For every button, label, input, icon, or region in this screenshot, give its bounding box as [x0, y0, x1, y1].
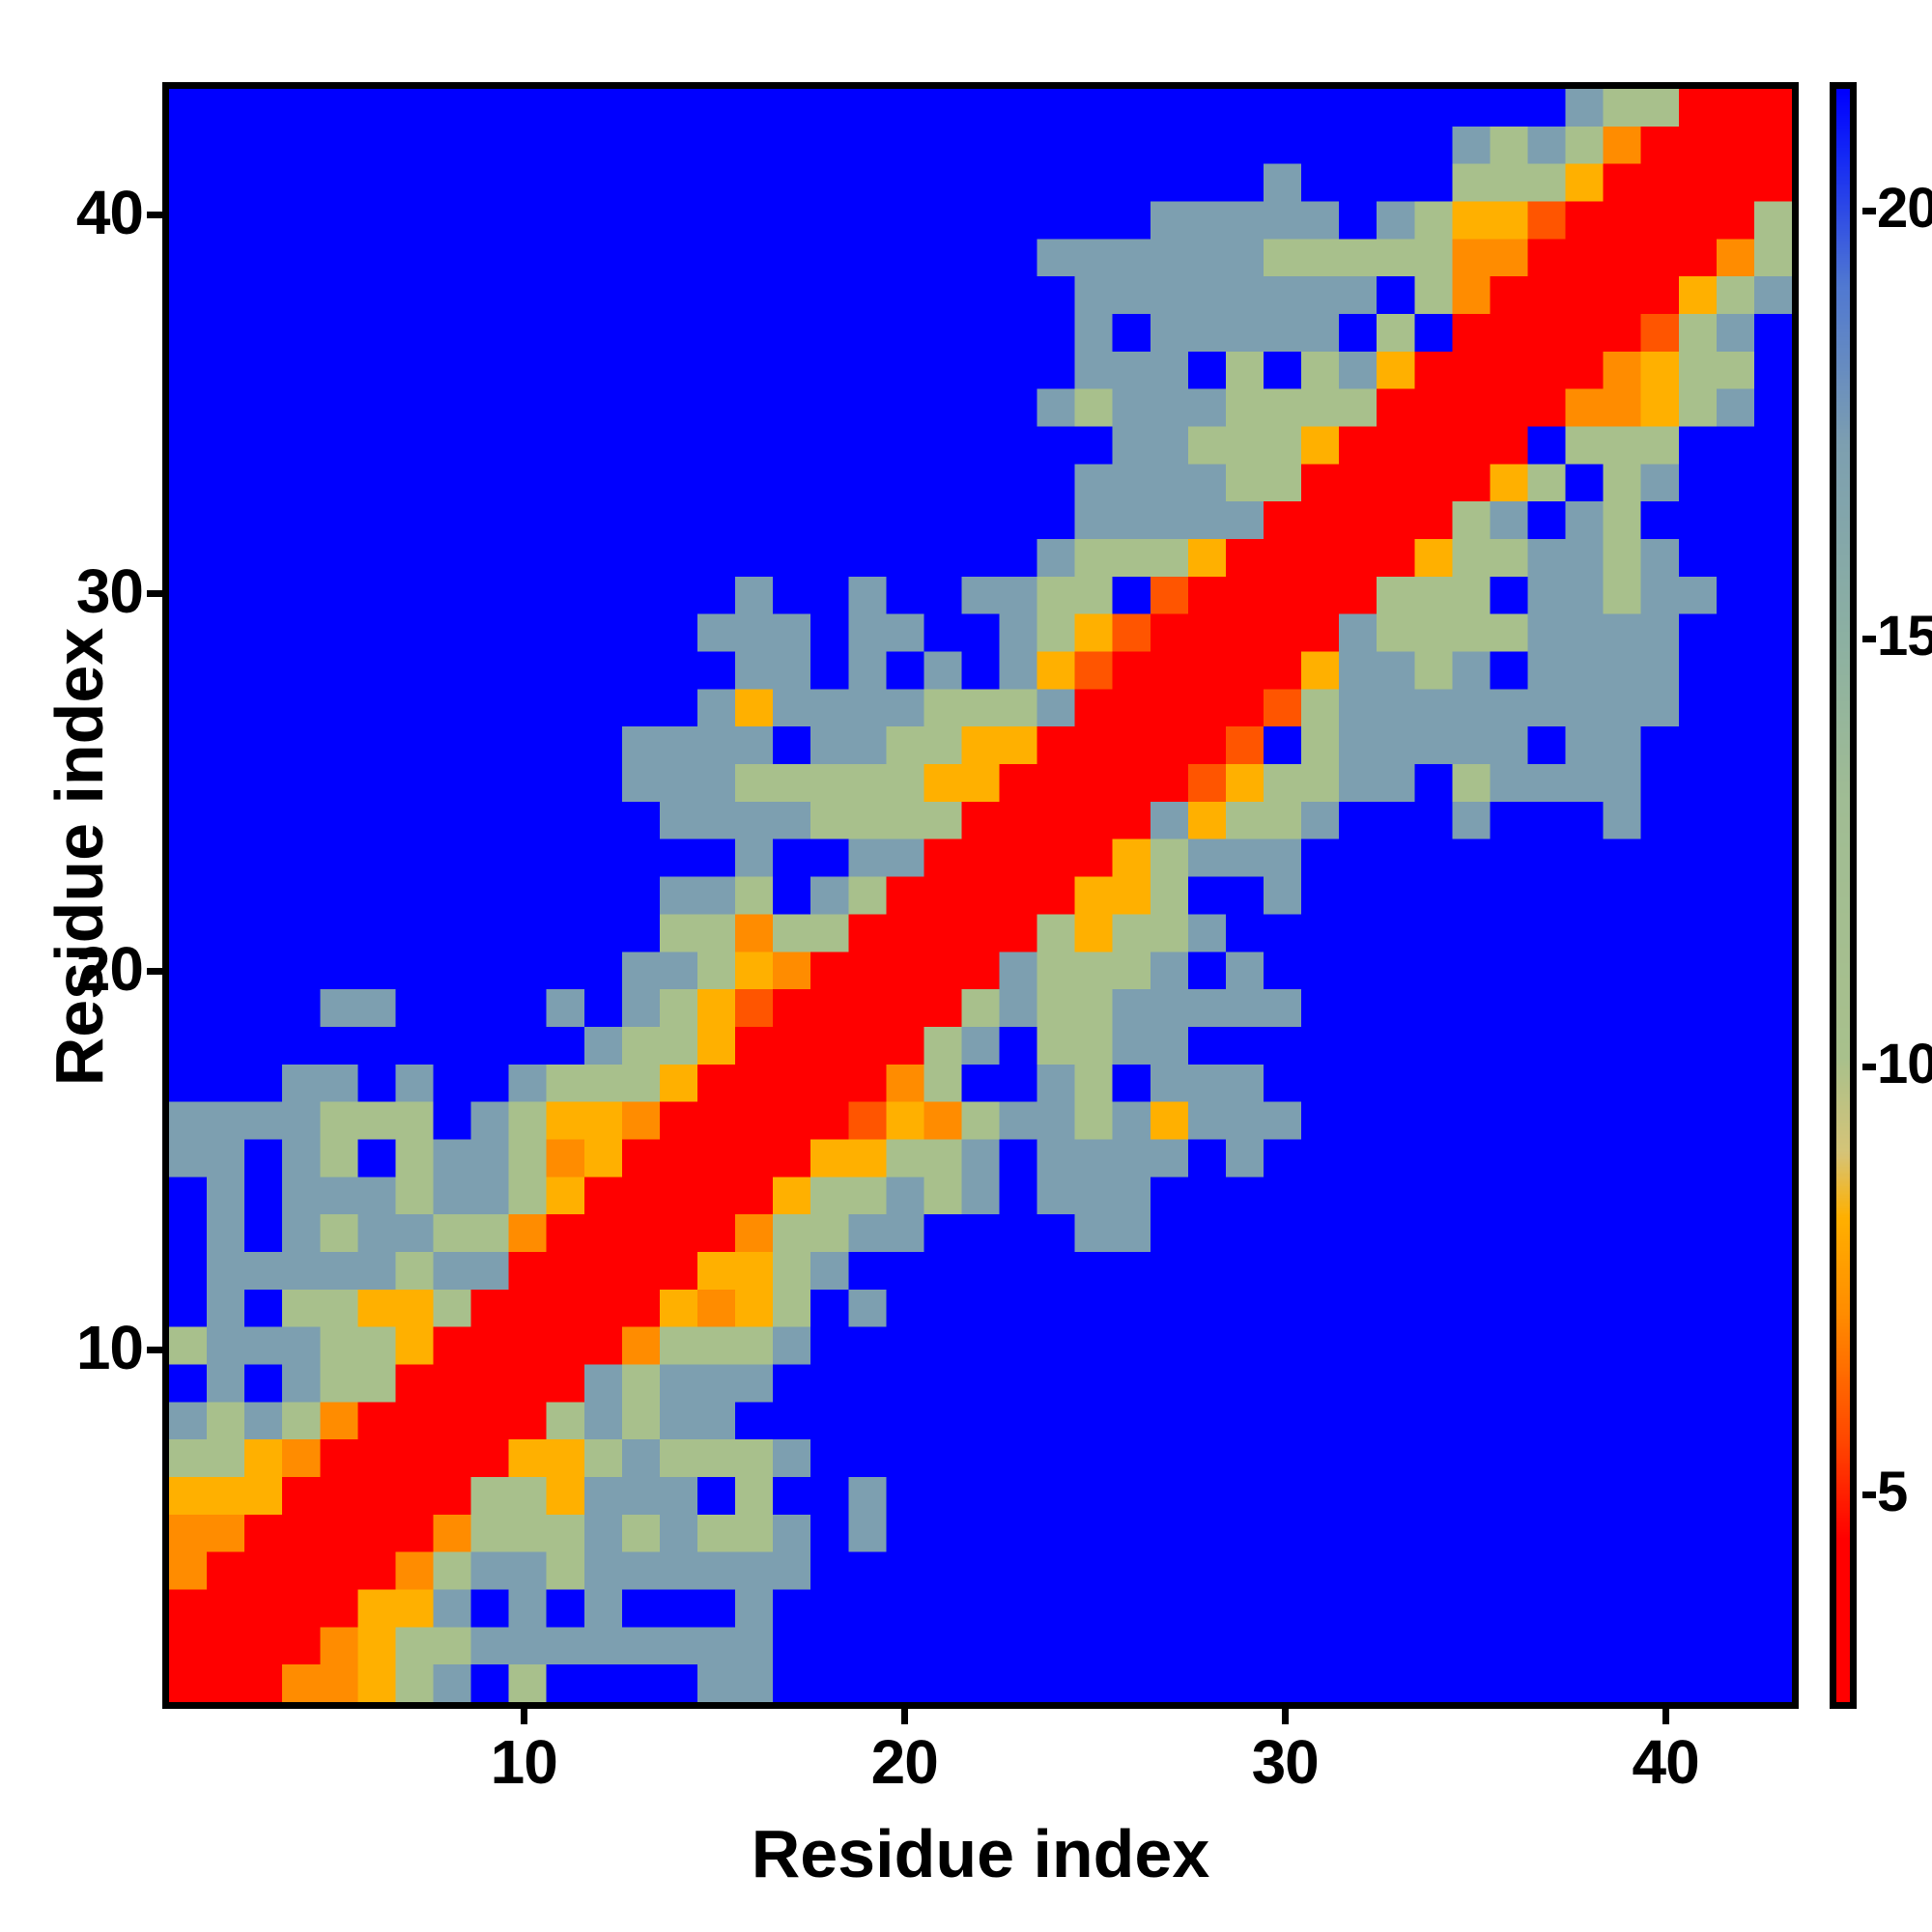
y-tick	[147, 968, 162, 976]
x-axis-title: Residue index	[751, 1816, 1210, 1891]
x-tick-label: 30	[1251, 1727, 1320, 1797]
colorbar-tick-label: 5	[1877, 1461, 1908, 1524]
x-tick-label: 20	[870, 1727, 939, 1797]
colorbar-tick	[1862, 207, 1876, 214]
x-tick	[1662, 1709, 1670, 1724]
y-tick-label: 30	[75, 555, 144, 626]
x-tick	[1282, 1709, 1290, 1724]
heatmap-plot-area	[162, 82, 1799, 1709]
x-tick	[901, 1709, 909, 1724]
y-axis-title: Residue index	[42, 627, 117, 1087]
colorbar-tick-label: 20	[1877, 176, 1932, 240]
contact-map-canvas	[169, 89, 1792, 1702]
x-tick-label: 40	[1632, 1727, 1700, 1797]
y-tick	[147, 589, 162, 597]
x-tick	[521, 1709, 528, 1724]
y-tick	[147, 212, 162, 219]
colorbar-tick	[1862, 636, 1876, 643]
y-tick	[147, 1346, 162, 1353]
y-tick-label: 10	[75, 1312, 144, 1382]
colorbar-tick-label: 15	[1877, 605, 1932, 668]
colorbar-tick	[1862, 1492, 1876, 1499]
colorbar-tick	[1862, 1064, 1876, 1071]
colorbar-gradient-canvas	[1836, 89, 1850, 1702]
colorbar-tick-label: 10	[1877, 1033, 1932, 1096]
y-tick-label: 40	[75, 178, 144, 248]
colorbar	[1830, 82, 1857, 1709]
y-tick-label: 20	[75, 934, 144, 1005]
x-tick-label: 10	[490, 1727, 558, 1797]
